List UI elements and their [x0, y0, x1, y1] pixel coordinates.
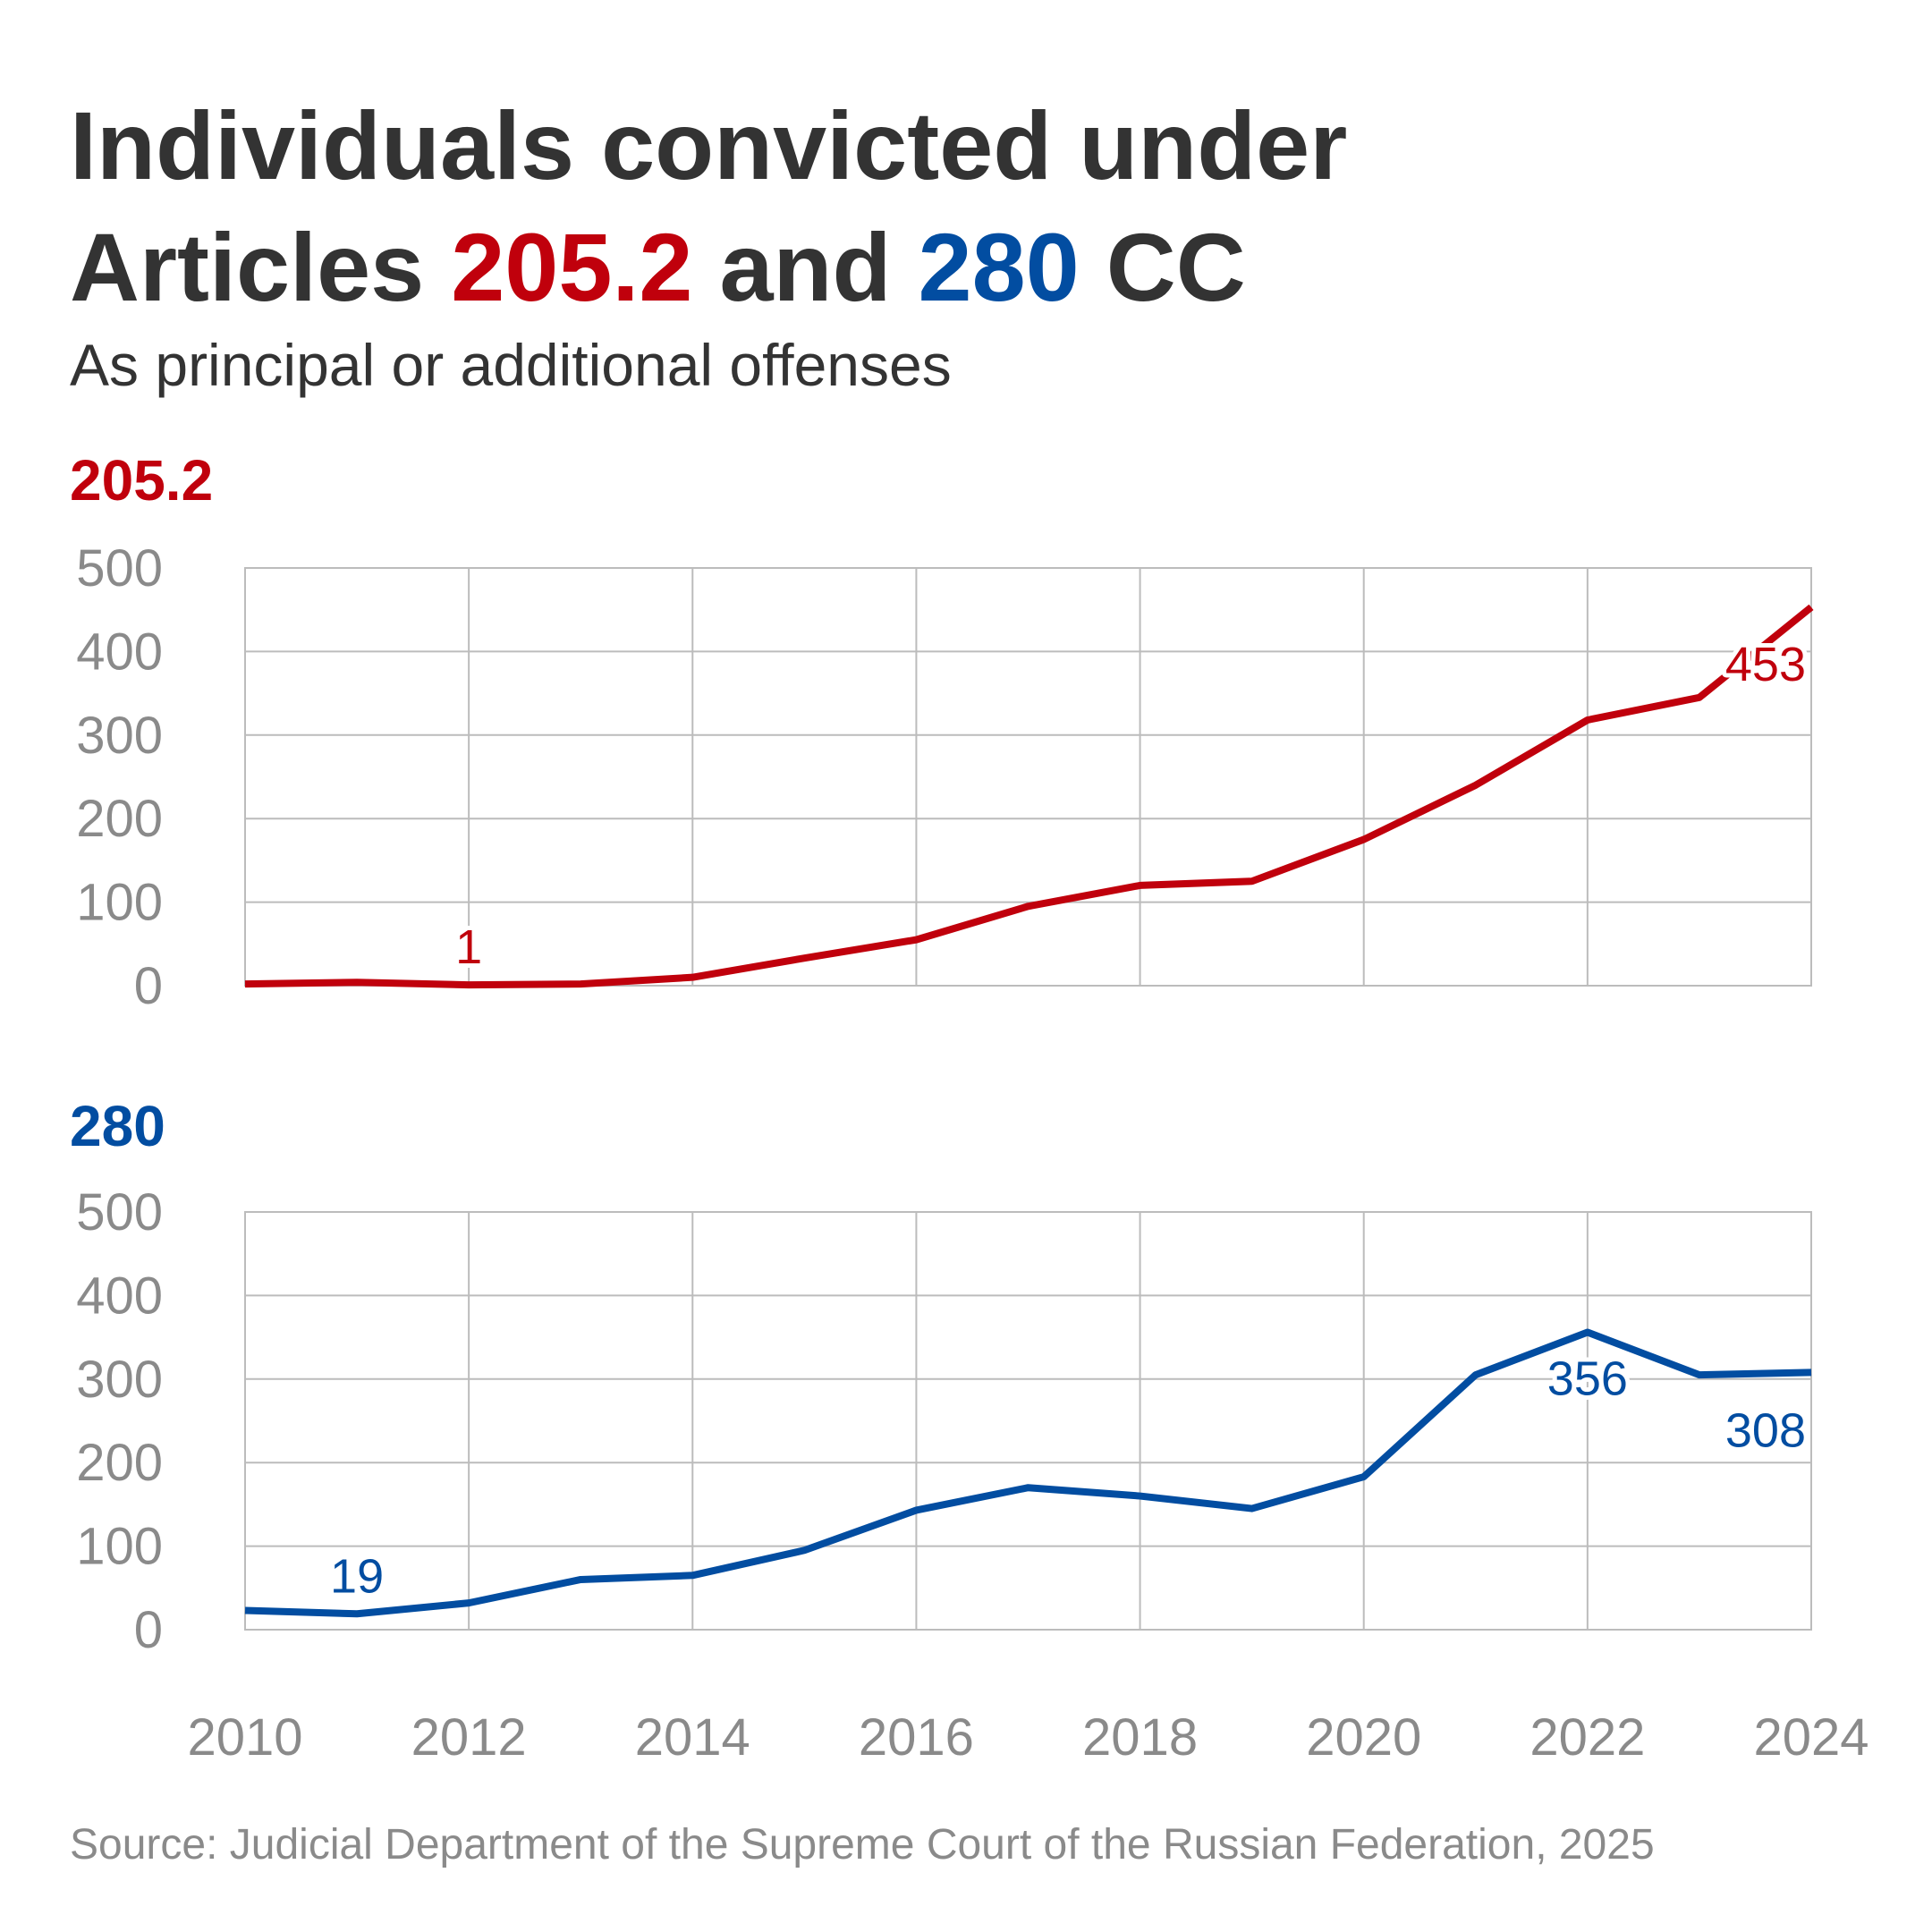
data-label-205-2-2012: 1 — [455, 920, 482, 974]
data-point-280-2013 — [577, 1576, 584, 1583]
data-point-205-2-2022 — [1584, 716, 1591, 724]
title-line-2-suffix: CC — [1079, 213, 1246, 321]
data-point-205-2-2018 — [1137, 882, 1144, 889]
y-tick-label-280-300: 300 — [76, 1351, 163, 1409]
data-point-205-2-2024 — [1808, 604, 1815, 611]
chart-title: Individuals convicted under Articles 205… — [70, 85, 1347, 328]
data-label-280-2011: 19 — [330, 1549, 384, 1603]
panel-title-280: 280 — [70, 1094, 165, 1158]
data-point-205-2-2011 — [353, 979, 360, 986]
y-tick-label-205-2-200: 200 — [76, 790, 163, 848]
series-line-280 — [244, 1328, 1812, 1618]
source-note: Source: Judicial Department of the Supre… — [70, 1821, 1655, 1868]
data-label-280-2022: 356 — [1547, 1352, 1628, 1405]
y-tick-label-205-2-0: 0 — [134, 957, 163, 1015]
data-point-205-2-2017 — [1025, 902, 1032, 910]
data-point-280-2020 — [1360, 1473, 1368, 1480]
chart-subtitle: As principal or additional offenses — [70, 332, 952, 398]
series-line-205-2 — [244, 604, 1814, 989]
data-point-205-2-2015 — [801, 954, 808, 962]
y-tick-label-280-0: 0 — [134, 1601, 163, 1659]
x-tick-label-2012: 2012 — [411, 1708, 527, 1767]
title-line-1: Individuals convicted under — [70, 91, 1348, 199]
data-point-280-2024 — [1808, 1368, 1815, 1376]
data-point-280-2014 — [689, 1572, 696, 1579]
data-point-280-2012 — [465, 1599, 472, 1606]
y-tick-label-205-2-400: 400 — [76, 623, 163, 681]
y-tick-label-280-100: 100 — [76, 1518, 163, 1576]
x-tick-label-2022: 2022 — [1530, 1708, 1645, 1767]
title-article-205-2: 205.2 — [451, 213, 693, 321]
data-point-205-2-2021 — [1472, 782, 1479, 789]
data-label-205-2-2024: 453 — [1725, 638, 1806, 691]
title-line-2-prefix: Articles — [70, 213, 452, 321]
data-point-205-2-2013 — [577, 980, 584, 987]
y-tick-label-280-500: 500 — [76, 1183, 163, 1241]
title-line-2-mid: and — [692, 213, 919, 321]
data-point-205-2-2010 — [242, 980, 249, 987]
data-label-280-2024: 308 — [1725, 1403, 1806, 1457]
y-tick-label-280-400: 400 — [76, 1267, 163, 1325]
plot-frame-205-2 — [244, 567, 1812, 987]
y-tick-label-205-2-300: 300 — [76, 707, 163, 765]
data-point-205-2-2023 — [1696, 694, 1703, 701]
x-tick-label-2014: 2014 — [635, 1708, 750, 1767]
plot-frame-280 — [244, 1211, 1812, 1631]
data-point-205-2-2019 — [1249, 877, 1256, 885]
x-tick-label-2024: 2024 — [1753, 1708, 1868, 1767]
data-point-205-2-2016 — [912, 936, 919, 944]
y-tick-label-205-2-100: 100 — [76, 874, 163, 932]
data-point-280-2015 — [801, 1546, 808, 1554]
data-point-280-2011 — [353, 1610, 360, 1617]
y-tick-label-205-2-500: 500 — [76, 539, 163, 597]
data-point-280-2018 — [1137, 1493, 1144, 1500]
data-point-205-2-2012 — [465, 981, 472, 988]
data-point-280-2022 — [1584, 1328, 1591, 1335]
title-article-280: 280 — [918, 213, 1080, 321]
data-point-280-2019 — [1249, 1505, 1256, 1513]
x-tick-label-2016: 2016 — [859, 1708, 974, 1767]
data-point-205-2-2020 — [1360, 836, 1368, 843]
x-tick-label-2010: 2010 — [187, 1708, 302, 1767]
data-point-280-2010 — [242, 1607, 249, 1614]
data-point-280-2016 — [912, 1506, 919, 1513]
x-tick-label-2020: 2020 — [1306, 1708, 1421, 1767]
data-point-280-2017 — [1025, 1484, 1032, 1491]
x-tick-label-2018: 2018 — [1082, 1708, 1198, 1767]
data-point-205-2-2014 — [689, 974, 696, 981]
panel-title-205-2: 205.2 — [70, 448, 214, 513]
data-point-280-2023 — [1696, 1371, 1703, 1378]
data-point-280-2021 — [1472, 1371, 1479, 1378]
y-tick-label-280-200: 200 — [76, 1434, 163, 1492]
